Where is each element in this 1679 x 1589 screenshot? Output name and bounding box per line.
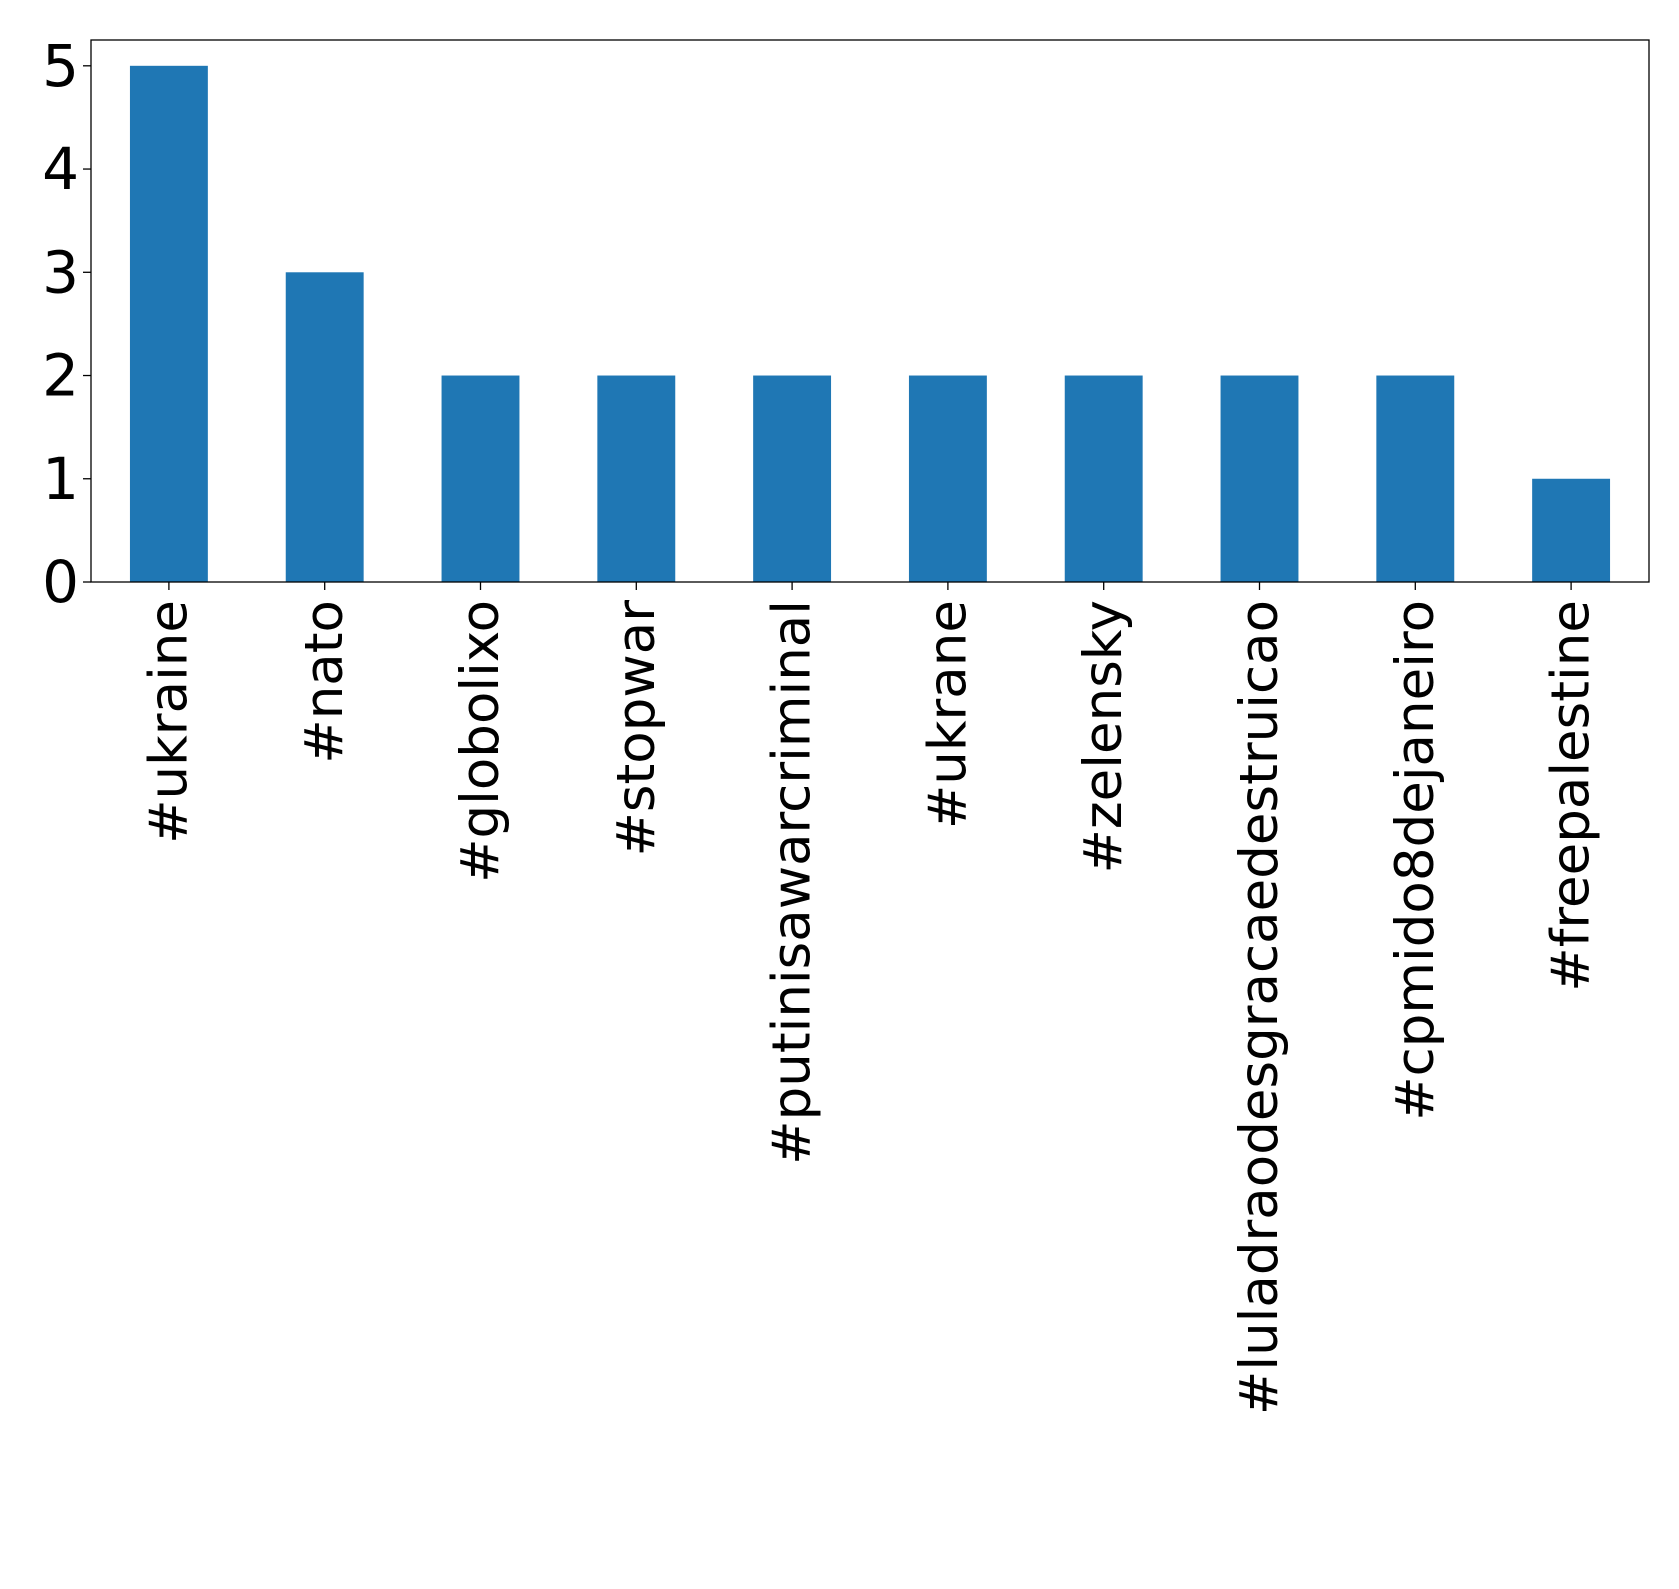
x-tick-label: #luladraodesgracaedestruicao: [1229, 600, 1290, 1415]
bar-luladraodesgracaedestruicao: [1220, 375, 1299, 582]
plot-frame: [90, 39, 1650, 583]
y-tick-label: 1: [42, 445, 79, 513]
bars-layer: [129, 65, 1611, 583]
y-axis: 0 1 2 3 4 5: [42, 32, 91, 616]
bar-putinisawarcriminal: [753, 375, 832, 582]
x-tick-label: #zelensky: [1073, 600, 1134, 874]
bar-zelensky: [1064, 375, 1143, 582]
x-tick-label: #freepalestine: [1541, 600, 1602, 992]
x-tick-label: #globolixo: [450, 600, 511, 883]
x-tick-label: #cpmido8dejaneiro: [1385, 600, 1446, 1121]
x-tick-label: #putinisawarcriminal: [762, 600, 823, 1165]
bar-ukraine: [129, 65, 208, 583]
x-tick-label: #nato: [294, 600, 355, 764]
bar-nato: [285, 272, 364, 582]
y-tick-label: 5: [42, 32, 79, 100]
y-tick-label: 4: [42, 135, 79, 203]
bar-ukrane: [908, 375, 987, 582]
bar-cpmido8dejaneiro: [1376, 375, 1455, 582]
y-tick-label: 2: [42, 342, 79, 410]
x-tick-label: #stopwar: [606, 600, 667, 857]
x-tick-label: #ukraine: [138, 600, 199, 844]
x-axis: #ukraine #nato #globolixo #stopwar #putinisa…: [138, 582, 1602, 1415]
y-tick-label: 0: [42, 548, 79, 616]
x-tick-label: #ukrane: [917, 600, 978, 829]
bar-globolixo: [441, 375, 520, 582]
bar-freepalestine: [1532, 478, 1611, 582]
y-tick-label: 3: [42, 238, 79, 306]
bar-stopwar: [597, 375, 676, 582]
